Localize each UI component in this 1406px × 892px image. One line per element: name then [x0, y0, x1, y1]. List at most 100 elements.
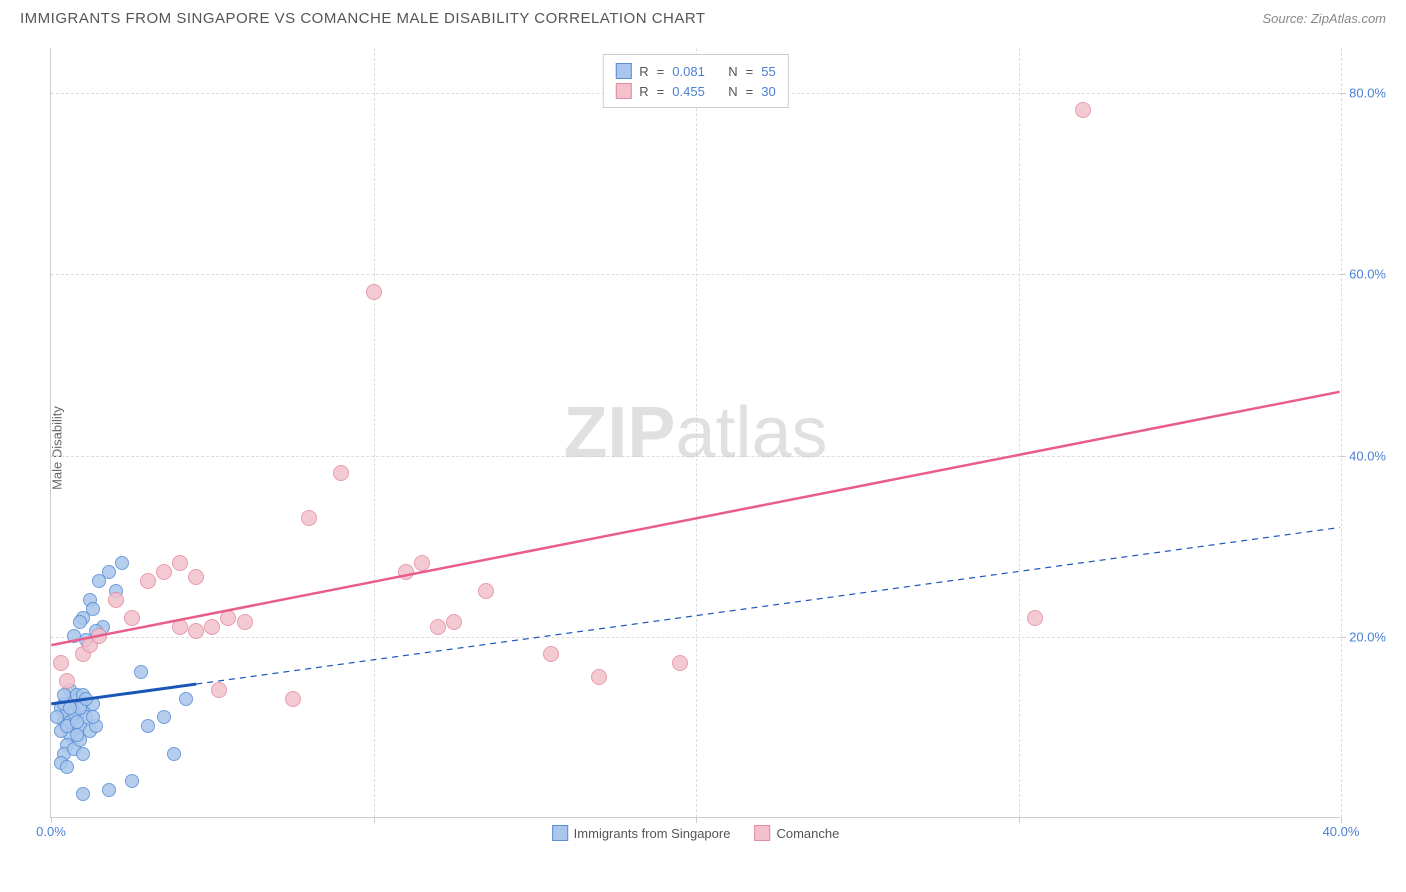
legend-bottom: Immigrants from Singapore Comanche [552, 825, 840, 841]
equals: = [746, 84, 754, 99]
legend-stat-row-singapore: R = 0.081 N = 55 [615, 61, 775, 81]
scatter-point-comanche [59, 673, 75, 689]
scatter-point-comanche [156, 564, 172, 580]
scatter-point-singapore [76, 787, 90, 801]
x-tick-label: 40.0% [1323, 824, 1360, 839]
scatter-point-comanche [172, 619, 188, 635]
scatter-point-singapore [102, 565, 116, 579]
y-tick-label: 80.0% [1349, 86, 1386, 101]
legend-item-comanche: Comanche [754, 825, 839, 841]
y-tick-label: 60.0% [1349, 267, 1386, 282]
scatter-point-singapore [60, 760, 74, 774]
trend-dashed-singapore [196, 527, 1339, 684]
scatter-point-comanche [188, 623, 204, 639]
y-tick-label: 20.0% [1349, 629, 1386, 644]
equals: = [746, 64, 754, 79]
n-value: 30 [761, 84, 775, 99]
scatter-point-singapore [134, 665, 148, 679]
r-value: 0.081 [672, 64, 720, 79]
scatter-point-comanche [172, 555, 188, 571]
y-tick [1340, 274, 1346, 275]
scatter-point-singapore [157, 710, 171, 724]
r-label: R [639, 64, 648, 79]
scatter-point-comanche [211, 682, 227, 698]
scatter-point-comanche [478, 583, 494, 599]
x-tick [374, 817, 375, 823]
source-label: Source: ZipAtlas.com [1262, 11, 1386, 26]
watermark-bold: ZIP [563, 393, 675, 473]
plot-area: ZIPatlas R=0.081N=55R=0.455N=30 Immigran… [50, 48, 1340, 818]
scatter-point-comanche [366, 284, 382, 300]
scatter-point-comanche [301, 510, 317, 526]
scatter-point-comanche [188, 569, 204, 585]
y-tick-label: 40.0% [1349, 448, 1386, 463]
legend-stats: R = 0.081 N = 55 R = 0.455 N = 30 [602, 54, 788, 108]
gridline-h [51, 274, 1340, 275]
scatter-point-comanche [591, 669, 607, 685]
scatter-point-singapore [86, 602, 100, 616]
scatter-point-comanche [285, 691, 301, 707]
scatter-point-singapore [57, 688, 71, 702]
scatter-point-comanche [430, 619, 446, 635]
chart-title: IMMIGRANTS FROM SINGAPORE VS COMANCHE MA… [20, 10, 706, 27]
scatter-point-comanche [140, 573, 156, 589]
legend-label: Comanche [776, 826, 839, 841]
scatter-point-comanche [91, 628, 107, 644]
scatter-point-comanche [204, 619, 220, 635]
x-tick [1341, 817, 1342, 823]
scatter-point-comanche [220, 610, 236, 626]
scatter-point-comanche [398, 564, 414, 580]
legend-label: Immigrants from Singapore [574, 826, 731, 841]
gridline-v [1341, 48, 1342, 817]
chart-container: Male Disability ZIPatlas R=0.081N=55R=0.… [50, 48, 1386, 848]
scatter-point-singapore [115, 556, 129, 570]
scatter-point-singapore [79, 692, 93, 706]
scatter-point-comanche [333, 465, 349, 481]
scatter-point-singapore [167, 747, 181, 761]
legend-stat-row-comanche: R = 0.455 N = 30 [615, 81, 775, 101]
equals: = [657, 64, 665, 79]
r-value: 0.455 [672, 84, 720, 99]
scatter-point-singapore [63, 701, 77, 715]
x-tick-label: 0.0% [36, 824, 66, 839]
gridline-h [51, 456, 1340, 457]
equals: = [657, 84, 665, 99]
scatter-point-comanche [446, 614, 462, 630]
scatter-point-comanche [672, 655, 688, 671]
y-tick [1340, 93, 1346, 94]
scatter-point-singapore [70, 715, 84, 729]
legend-item-singapore: Immigrants from Singapore [552, 825, 731, 841]
n-label: N [728, 64, 737, 79]
scatter-point-singapore [125, 774, 139, 788]
y-tick [1340, 637, 1346, 638]
scatter-point-comanche [108, 592, 124, 608]
swatch-icon [754, 825, 770, 841]
scatter-point-singapore [102, 783, 116, 797]
scatter-point-singapore [141, 719, 155, 733]
scatter-point-singapore [76, 747, 90, 761]
scatter-point-singapore [179, 692, 193, 706]
n-value: 55 [761, 64, 775, 79]
swatch-icon [615, 83, 631, 99]
x-tick [696, 817, 697, 823]
scatter-point-comanche [237, 614, 253, 630]
scatter-point-comanche [53, 655, 69, 671]
gridline-h [51, 637, 1340, 638]
r-label: R [639, 84, 648, 99]
scatter-point-comanche [1075, 102, 1091, 118]
scatter-point-comanche [414, 555, 430, 571]
y-tick [1340, 456, 1346, 457]
n-label: N [728, 84, 737, 99]
scatter-point-comanche [124, 610, 140, 626]
swatch-icon [615, 63, 631, 79]
scatter-point-singapore [73, 615, 87, 629]
x-tick [1019, 817, 1020, 823]
watermark-light: atlas [675, 393, 827, 473]
gridline-v [1019, 48, 1020, 817]
swatch-icon [552, 825, 568, 841]
scatter-point-comanche [543, 646, 559, 662]
gridline-v [696, 48, 697, 817]
x-tick [51, 817, 52, 823]
gridline-v [374, 48, 375, 817]
scatter-point-comanche [1027, 610, 1043, 626]
